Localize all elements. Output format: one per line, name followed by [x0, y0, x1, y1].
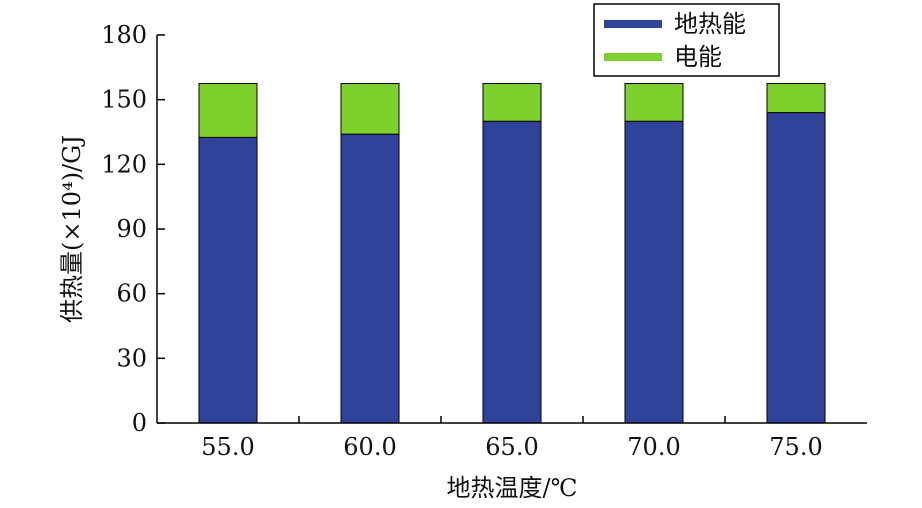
- x-tick-label: 60.0: [343, 433, 396, 461]
- bar-segment-electric-3: [482, 83, 542, 122]
- legend-swatch-electric: [604, 53, 662, 61]
- y-tick-label: 60: [116, 280, 147, 308]
- legend-box: [593, 3, 780, 77]
- bar-segment-electric-4: [624, 83, 684, 122]
- y-tick-label: 0: [132, 409, 147, 437]
- legend-swatch-geothermal: [604, 20, 662, 28]
- plot-layer: [198, 83, 826, 424]
- y-tick-label: 150: [101, 86, 147, 114]
- bar-segment-electric-2: [340, 83, 400, 135]
- y-tick-label: 180: [101, 21, 147, 49]
- bar-segment-geothermal-4: [624, 120, 684, 424]
- legend-label-geothermal: 地热能: [674, 10, 746, 38]
- x-axis-title: 地热温度/℃: [447, 474, 578, 502]
- x-tick-label: 75.0: [769, 433, 822, 461]
- axis-layer: 0 30 60 90 120 150 180 55.0 60.0 65.0 70.0 75.0 地热温度…: [58, 21, 867, 502]
- bar-segment-electric-5: [766, 83, 826, 114]
- y-tick-label: 120: [101, 150, 147, 178]
- y-axis-title: 供热量(×10⁴)/GJ: [58, 135, 86, 323]
- x-tick-label: 65.0: [485, 433, 538, 461]
- legend-label-electric: 电能: [674, 43, 722, 71]
- x-tick-label: 70.0: [627, 433, 680, 461]
- x-tick-label: 55.0: [201, 433, 254, 461]
- bar-segment-geothermal-1: [198, 136, 258, 424]
- bar-segment-electric-1: [198, 83, 258, 138]
- bar-segment-geothermal-3: [482, 120, 542, 424]
- y-tick-label: 30: [116, 344, 147, 372]
- bar-segment-geothermal-2: [340, 133, 400, 424]
- y-tick-label: 90: [116, 215, 147, 243]
- bar-segment-geothermal-5: [766, 112, 826, 424]
